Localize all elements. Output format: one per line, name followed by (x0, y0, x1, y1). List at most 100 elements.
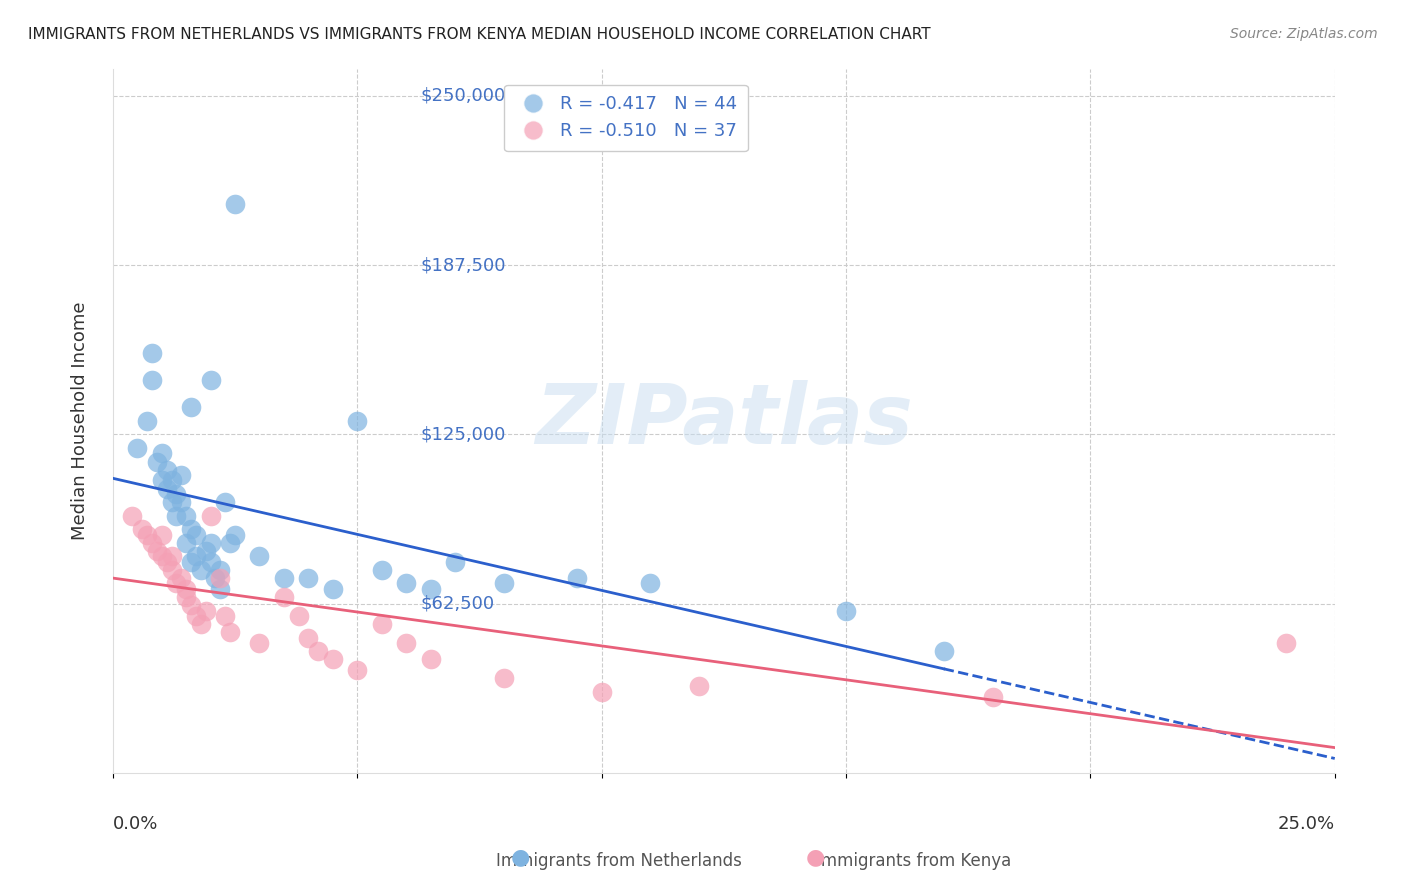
Text: $187,500: $187,500 (420, 256, 506, 274)
Point (184, 609, 207, 624)
Point (1275, 636, 1298, 650)
Point (150, 549, 173, 564)
Point (209, 563, 232, 577)
Point (165, 576, 187, 591)
Point (297, 571, 319, 585)
Point (174, 590, 197, 604)
Text: 0.0%: 0.0% (112, 815, 159, 833)
Point (174, 508, 197, 523)
Point (981, 690, 1004, 705)
Text: 25.0%: 25.0% (1278, 815, 1334, 833)
Text: $250,000: $250,000 (420, 87, 506, 104)
Point (146, 454, 169, 468)
Point (165, 508, 187, 523)
Point (492, 576, 515, 591)
Point (170, 495, 193, 509)
Text: IMMIGRANTS FROM NETHERLANDS VS IMMIGRANTS FROM KENYA MEDIAN HOUSEHOLD INCOME COR: IMMIGRANTS FROM NETHERLANDS VS IMMIGRANT… (28, 27, 931, 42)
Point (160, 549, 183, 564)
Point (160, 495, 183, 509)
Point (249, 636, 271, 650)
Point (150, 527, 173, 541)
Point (136, 527, 159, 541)
Text: Immigrants from Kenya: Immigrants from Kenya (817, 852, 1011, 870)
Point (174, 582, 197, 596)
Point (591, 685, 613, 699)
Point (395, 636, 418, 650)
Point (190, 563, 212, 577)
Text: $125,000: $125,000 (420, 425, 506, 443)
Point (567, 571, 589, 585)
Point (156, 555, 179, 569)
Point (322, 582, 344, 596)
Point (346, 414, 368, 428)
Point (141, 536, 163, 550)
Point (141, 373, 163, 387)
Point (200, 508, 222, 523)
Point (370, 563, 392, 577)
Point (932, 644, 955, 658)
Point (180, 598, 202, 612)
Text: ●: ● (806, 847, 825, 867)
Point (273, 590, 295, 604)
Point (346, 663, 368, 677)
Point (127, 441, 149, 455)
Point (287, 609, 309, 624)
Point (184, 527, 207, 541)
Point (444, 555, 467, 569)
Point (174, 536, 197, 550)
Point (492, 671, 515, 685)
Point (131, 522, 153, 536)
Point (224, 197, 246, 211)
Text: ●: ● (510, 847, 530, 867)
Point (200, 555, 222, 569)
Point (150, 474, 173, 488)
Point (156, 482, 179, 496)
Point (160, 474, 183, 488)
Point (194, 603, 217, 617)
Point (297, 631, 319, 645)
Point (204, 571, 226, 585)
Point (200, 536, 222, 550)
Point (136, 414, 159, 428)
Text: ZIPatlas: ZIPatlas (534, 380, 912, 461)
Text: $62,500: $62,500 (420, 595, 495, 613)
Point (640, 576, 662, 591)
Point (273, 571, 295, 585)
Point (209, 571, 232, 585)
Point (214, 495, 236, 509)
Point (190, 617, 212, 632)
Point (249, 549, 271, 564)
Point (170, 571, 193, 585)
Point (180, 555, 202, 569)
Text: Source: ZipAtlas.com: Source: ZipAtlas.com (1230, 27, 1378, 41)
Point (170, 468, 193, 483)
Point (835, 603, 858, 617)
Point (180, 401, 202, 415)
Point (200, 373, 222, 387)
Point (419, 582, 441, 596)
Text: Immigrants from Netherlands: Immigrants from Netherlands (496, 852, 741, 870)
Point (214, 609, 236, 624)
Point (419, 652, 441, 666)
Point (322, 652, 344, 666)
Point (307, 644, 329, 658)
Point (370, 617, 392, 632)
Point (160, 563, 183, 577)
Point (165, 487, 187, 501)
Point (194, 544, 217, 558)
Point (209, 582, 232, 596)
Point (146, 544, 169, 558)
Point (121, 508, 143, 523)
Legend: R = -0.417   N = 44, R = -0.510   N = 37: R = -0.417 N = 44, R = -0.510 N = 37 (505, 85, 748, 152)
Y-axis label: Median Household Income: Median Household Income (72, 301, 89, 540)
Point (395, 576, 418, 591)
Point (219, 625, 242, 640)
Point (224, 527, 246, 541)
Point (688, 680, 710, 694)
Point (150, 446, 173, 460)
Point (180, 522, 202, 536)
Point (184, 549, 207, 564)
Point (219, 536, 242, 550)
Point (156, 463, 179, 477)
Point (141, 346, 163, 360)
